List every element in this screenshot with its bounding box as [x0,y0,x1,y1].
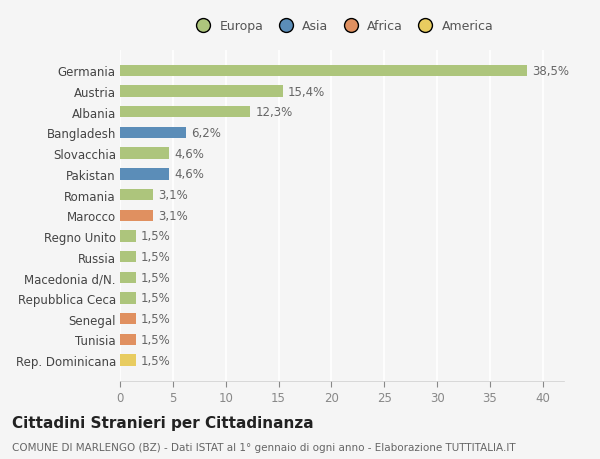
Text: 4,6%: 4,6% [174,168,204,181]
Text: COMUNE DI MARLENGO (BZ) - Dati ISTAT al 1° gennaio di ogni anno - Elaborazione T: COMUNE DI MARLENGO (BZ) - Dati ISTAT al … [12,442,515,452]
Text: 1,5%: 1,5% [141,354,171,367]
Text: 1,5%: 1,5% [141,313,171,325]
Bar [120,169,169,180]
Text: 1,5%: 1,5% [141,333,171,346]
Text: 38,5%: 38,5% [532,65,569,78]
Text: 1,5%: 1,5% [141,292,171,305]
Bar [120,66,527,77]
Text: 4,6%: 4,6% [174,147,204,160]
Bar [120,86,283,97]
Text: 1,5%: 1,5% [141,271,171,284]
Bar [120,293,136,304]
Text: 1,5%: 1,5% [141,251,171,263]
Bar [120,313,136,325]
Bar [120,107,250,118]
Bar [120,231,136,242]
Text: 1,5%: 1,5% [141,230,171,243]
Bar [120,355,136,366]
Bar [120,190,153,201]
Text: 6,2%: 6,2% [191,127,221,140]
Text: Cittadini Stranieri per Cittadinanza: Cittadini Stranieri per Cittadinanza [12,415,314,431]
Legend: Europa, Asia, Africa, America: Europa, Asia, Africa, America [191,20,493,34]
Bar [120,334,136,345]
Bar [120,148,169,159]
Bar [120,252,136,263]
Bar [120,210,153,221]
Text: 12,3%: 12,3% [256,106,293,119]
Text: 3,1%: 3,1% [158,189,188,202]
Bar [120,272,136,283]
Bar [120,128,185,139]
Text: 3,1%: 3,1% [158,209,188,222]
Text: 15,4%: 15,4% [288,85,325,98]
